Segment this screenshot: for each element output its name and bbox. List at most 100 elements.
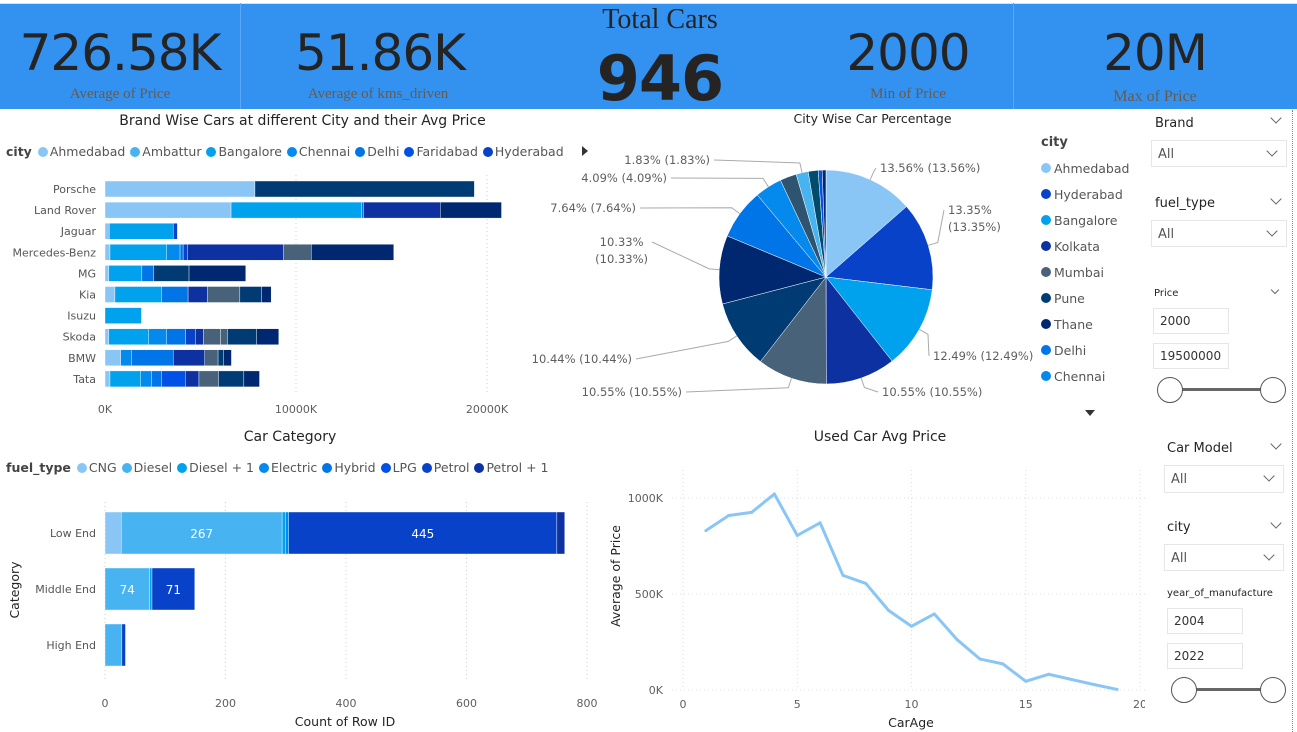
legend-item[interactable]: CNG — [76, 460, 117, 475]
car-model-slicer-label: Car Model — [1167, 441, 1233, 456]
data-point — [750, 510, 754, 514]
y-tick-label: Mercedes-Benz — [13, 246, 97, 259]
year-slider-min-handle[interactable] — [1171, 677, 1197, 703]
legend-item[interactable]: Delhi — [1041, 337, 1129, 363]
legend-item[interactable]: Electric — [258, 460, 317, 475]
y-axis-title: Average of Price — [608, 525, 623, 627]
data-point — [795, 533, 799, 537]
year-min-input[interactable]: 2004 — [1167, 608, 1243, 634]
chevron-down-icon[interactable] — [1270, 517, 1282, 529]
legend-item[interactable]: Mumbai — [1041, 259, 1129, 285]
year-slider-track[interactable] — [1196, 688, 1264, 691]
legend-item[interactable]: Bangalore — [206, 144, 282, 159]
legend-dot-icon — [404, 146, 415, 157]
price-min-input[interactable]: 2000 — [1153, 308, 1229, 334]
legend-item[interactable]: LPG — [380, 460, 417, 475]
legend-item[interactable]: Petrol + 1 — [474, 460, 549, 475]
year-slider-max-handle[interactable] — [1260, 677, 1286, 703]
legend-item[interactable]: Hyderabad — [482, 144, 564, 159]
bar-segment — [227, 328, 257, 345]
triangle-right-icon[interactable] — [582, 146, 588, 156]
price-slider-min-handle[interactable] — [1157, 377, 1183, 403]
pie-data-label: 7.64% (7.64%) — [550, 201, 636, 215]
legend-label: Delhi — [367, 144, 400, 159]
legend-item[interactable]: Kolkata — [1041, 233, 1129, 259]
legend-item[interactable]: Bangalore — [1041, 207, 1129, 233]
kpi-min-price-label: Min of Price — [870, 86, 946, 102]
y-tick-label: Land Rover — [34, 204, 96, 217]
y-tick-label: MG — [78, 267, 96, 280]
legend-item[interactable]: Chennai — [286, 144, 350, 159]
legend-item[interactable]: Ahmedabad — [37, 144, 125, 159]
legend-item[interactable]: Diesel + 1 — [177, 460, 254, 475]
legend-item[interactable]: Hyderabad — [1041, 181, 1129, 207]
legend-item[interactable]: Thane — [1041, 311, 1129, 337]
price-slider-max-handle[interactable] — [1260, 377, 1286, 403]
legend-label: Bangalore — [218, 144, 282, 159]
price-slider-track[interactable] — [1180, 388, 1264, 391]
city-dropdown[interactable]: All — [1164, 544, 1284, 571]
legend-item[interactable]: Ambattur — [130, 144, 201, 159]
fuel-type-dropdown[interactable]: All — [1151, 220, 1287, 247]
bar-segment — [288, 511, 558, 555]
leader-line — [651, 241, 720, 271]
chevron-down-icon[interactable] — [1270, 193, 1282, 205]
price-max-input[interactable]: 19500000 — [1153, 343, 1229, 369]
legend-item[interactable]: Diesel — [121, 460, 172, 475]
car-model-dropdown[interactable]: All — [1164, 465, 1284, 493]
pie-data-label: 4.09% (4.09%) — [581, 171, 667, 185]
chevron-down-icon[interactable] — [1270, 438, 1282, 450]
legend-label: Hyderabad — [1054, 186, 1123, 202]
kpi-average-kms-value: 51.86K — [295, 24, 466, 82]
legend-item[interactable]: Faridabad — [404, 144, 478, 159]
legend-dot-icon — [474, 462, 485, 473]
legend-dot-icon — [258, 462, 269, 473]
year-max-input[interactable]: 2022 — [1167, 643, 1243, 669]
legend-item[interactable]: Hybrid — [322, 460, 376, 475]
chevron-down-icon[interactable] — [1270, 112, 1282, 124]
brand-dropdown[interactable]: All — [1151, 140, 1287, 167]
legend-item[interactable]: Delhi — [355, 144, 399, 159]
legend-label: CNG — [88, 460, 117, 475]
legend-label: Petrol + 1 — [486, 460, 549, 475]
legend-label: Mumbai — [1054, 264, 1104, 280]
pie-data-label: 13.56% (13.56%) — [880, 161, 981, 175]
bar-segment — [104, 223, 110, 240]
legend-item[interactable]: Pune — [1041, 285, 1129, 311]
data-point — [841, 573, 845, 577]
legend-dot-icon — [286, 146, 297, 157]
data-point — [772, 492, 776, 496]
x-tick-label: 5 — [794, 698, 801, 711]
x-tick-label: 20 — [1133, 698, 1145, 711]
legend-title: fuel_type — [6, 460, 71, 475]
bar-segment — [109, 370, 141, 388]
bar-segment — [104, 307, 142, 324]
bar-segment — [108, 265, 143, 282]
pie-data-label: 10.44% (10.44%) — [531, 352, 632, 366]
triangle-down-icon[interactable] — [1085, 410, 1095, 416]
bar-segment — [153, 265, 190, 282]
city-slicer-label: city — [1167, 520, 1191, 535]
kpi-banner — [0, 3, 1297, 109]
legend-dot-icon — [355, 146, 366, 157]
legend-item[interactable]: Ahmedabad — [1041, 155, 1129, 181]
legend-item[interactable]: Chennai — [1041, 363, 1129, 389]
bar-segment — [104, 201, 232, 219]
bar-data-label: 445 — [411, 527, 434, 541]
y-tick-label: Porsche — [53, 183, 96, 196]
category-chart-legend: fuel_type CNG Diesel Diesel + 1 Electric Hybr… — [6, 460, 554, 475]
legend-label: Pune — [1054, 290, 1085, 306]
pie-slice — [821, 169, 827, 278]
pie-slice — [825, 276, 933, 362]
legend-dot-icon — [76, 462, 87, 473]
kpi-average-kms-label: Average of kms_driven — [307, 86, 449, 102]
bar-segment — [187, 244, 284, 261]
chevron-down-icon[interactable] — [1270, 285, 1280, 295]
bar-segment — [161, 286, 189, 303]
x-axis-title: Count of Row ID — [295, 714, 395, 729]
bar-segment — [104, 623, 123, 667]
legend-dot-icon — [1041, 163, 1051, 173]
bar-segment — [140, 370, 152, 388]
legend-item[interactable]: Petrol — [421, 460, 469, 475]
legend-label: Ahmedabad — [1054, 160, 1130, 176]
